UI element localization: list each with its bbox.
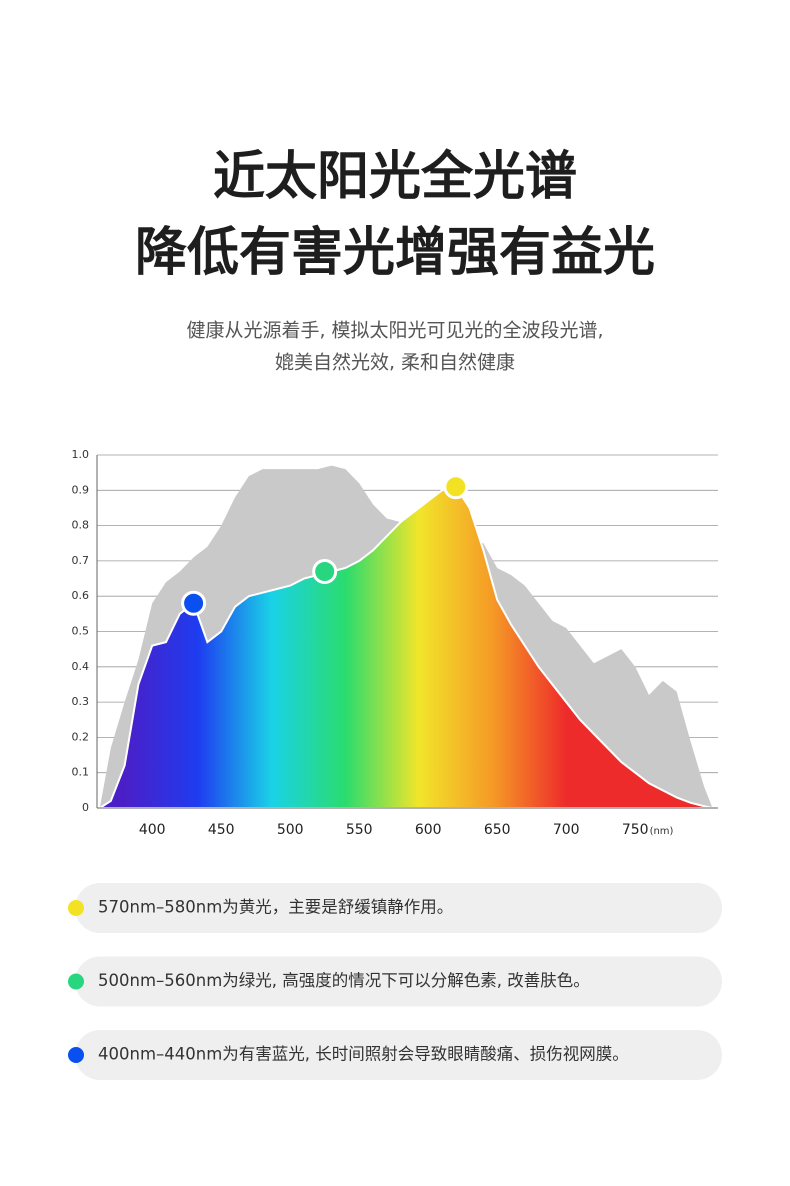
marker [312, 558, 338, 584]
note-dot [68, 1047, 84, 1063]
y-tick-label: 1.0 [72, 448, 90, 461]
note-dot [68, 973, 84, 990]
y-tick-label: 0.8 [72, 519, 90, 532]
y-tick-label: 0.6 [72, 589, 90, 602]
marker [443, 474, 469, 500]
x-tick-label: 550 [346, 822, 373, 838]
note-pill [75, 1030, 722, 1080]
x-tick-label: 400 [139, 822, 166, 838]
x-tick-label: 600 [415, 822, 442, 838]
note-pill [75, 883, 722, 933]
y-tick-label: 0.9 [72, 483, 90, 496]
x-unit: (nm) [650, 826, 674, 837]
x-tick-label: 450 [208, 822, 235, 838]
y-tick-label: 0.7 [72, 554, 90, 567]
spectrum-area [96, 485, 713, 809]
marker [181, 590, 207, 616]
title-line: 近太阳光全光谱 [213, 147, 577, 207]
x-tick-label: 750 [622, 822, 649, 838]
x-tick-label: 500 [277, 822, 304, 838]
y-tick-label: 0.3 [72, 695, 90, 708]
y-tick-label: 0.4 [72, 660, 90, 673]
note-text: 570nm–580nm为黄光，主要是舒缓镇静作用。 [98, 898, 453, 917]
note-text: 500nm–560nm为绿光, 高强度的情况下可以分解色素, 改善肤色。 [98, 971, 590, 990]
y-tick-label: 0.5 [72, 625, 90, 638]
y-tick-label: 0 [82, 801, 89, 814]
y-tick-label: 0.1 [72, 766, 90, 779]
subtitle-line: 媲美自然光效, 柔和自然健康 [275, 352, 515, 374]
x-tick-label: 650 [484, 822, 511, 838]
title-line: 降低有害光增强有益光 [135, 223, 655, 283]
note-text: 400nm–440nm为有害蓝光, 长时间照射会导致眼睛酸痛、损伤视网膜。 [98, 1045, 629, 1064]
subtitle-line: 健康从光源着手, 模拟太阳光可见光的全波段光谱, [186, 320, 603, 342]
note-dot [68, 900, 84, 916]
y-tick-label: 0.2 [72, 730, 90, 743]
note-pill [75, 956, 722, 1007]
x-tick-label: 700 [553, 822, 580, 838]
